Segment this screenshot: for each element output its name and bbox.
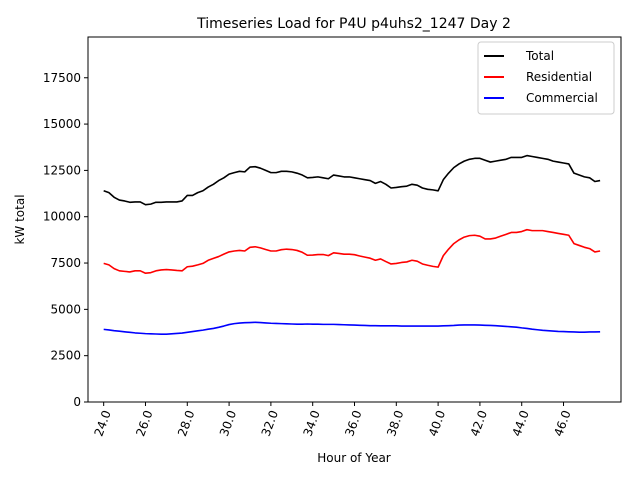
series-line-residential	[103, 228, 601, 275]
y-axis: 0 2500 5000 7500 10000 12500 15000 17500	[43, 71, 88, 409]
y-tick-label: 10000	[43, 210, 81, 224]
legend: Total Residential Commercial	[477, 41, 615, 115]
y-tick-label: 15000	[43, 117, 81, 131]
legend-label-residential: Residential	[526, 70, 592, 84]
y-tick-label: 5000	[50, 302, 81, 316]
x-axis-label: Hour of Year	[317, 451, 391, 465]
legend-label-total: Total	[525, 49, 554, 63]
y-tick-label: 7500	[50, 256, 81, 270]
chart-title: Timeseries Load for P4U p4uhs2_1247 Day …	[196, 16, 511, 32]
legend-box	[477, 41, 615, 115]
series-layer	[103, 154, 601, 335]
series-line-total	[103, 154, 601, 206]
y-tick-label: 2500	[50, 349, 81, 363]
series-line-commercial	[103, 321, 601, 335]
legend-label-commercial: Commercial	[526, 91, 598, 105]
y-tick-label: 17500	[43, 71, 81, 85]
y-tick-label: 0	[73, 395, 81, 409]
y-axis-label: kW total	[13, 194, 27, 244]
y-tick-label: 12500	[43, 163, 81, 177]
